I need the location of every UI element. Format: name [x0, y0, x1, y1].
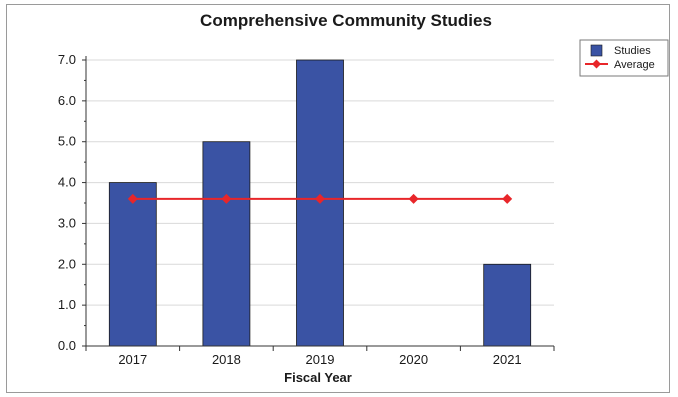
chart-title: Comprehensive Community Studies [200, 11, 492, 30]
x-tick-label: 2021 [493, 352, 522, 367]
x-tick-label: 2017 [118, 352, 147, 367]
y-tick-label: 2.0 [58, 256, 76, 271]
x-tick-label: 2020 [399, 352, 428, 367]
y-tick-label: 4.0 [58, 175, 76, 190]
y-tick-label: 7.0 [58, 52, 76, 67]
y-tick-label: 6.0 [58, 93, 76, 108]
average-line [127, 193, 513, 204]
y-tick-label: 0.0 [58, 338, 76, 353]
average-point-2017 [127, 193, 138, 204]
bars [108, 59, 532, 347]
legend-studies-swatch [590, 44, 603, 57]
bar-2017 [108, 182, 157, 347]
bar-2018 [202, 141, 251, 347]
axes [82, 56, 555, 351]
legend-average-marker [592, 59, 601, 69]
y-tick-label: 5.0 [58, 134, 76, 149]
legend: Studies Average [579, 39, 669, 77]
x-tick-label: 2018 [212, 352, 241, 367]
average-point-2021 [502, 193, 513, 204]
average-point-2020 [408, 193, 419, 204]
x-tick-labels: 2017 2018 2019 2020 2021 [118, 352, 521, 367]
x-tick-label: 2019 [306, 352, 335, 367]
legend-studies-label: Studies [614, 45, 651, 57]
y-tick-label: 1.0 [58, 297, 76, 312]
y-tick-labels: 0.0 1.0 2.0 3.0 4.0 5.0 6.0 7.0 [58, 52, 76, 353]
average-point-2018 [221, 193, 232, 204]
y-tick-label: 3.0 [58, 215, 76, 230]
bar-2021 [483, 263, 532, 347]
legend-average-label: Average [614, 59, 655, 71]
x-axis-title: Fiscal Year [284, 370, 352, 385]
average-point-2019 [315, 193, 325, 204]
